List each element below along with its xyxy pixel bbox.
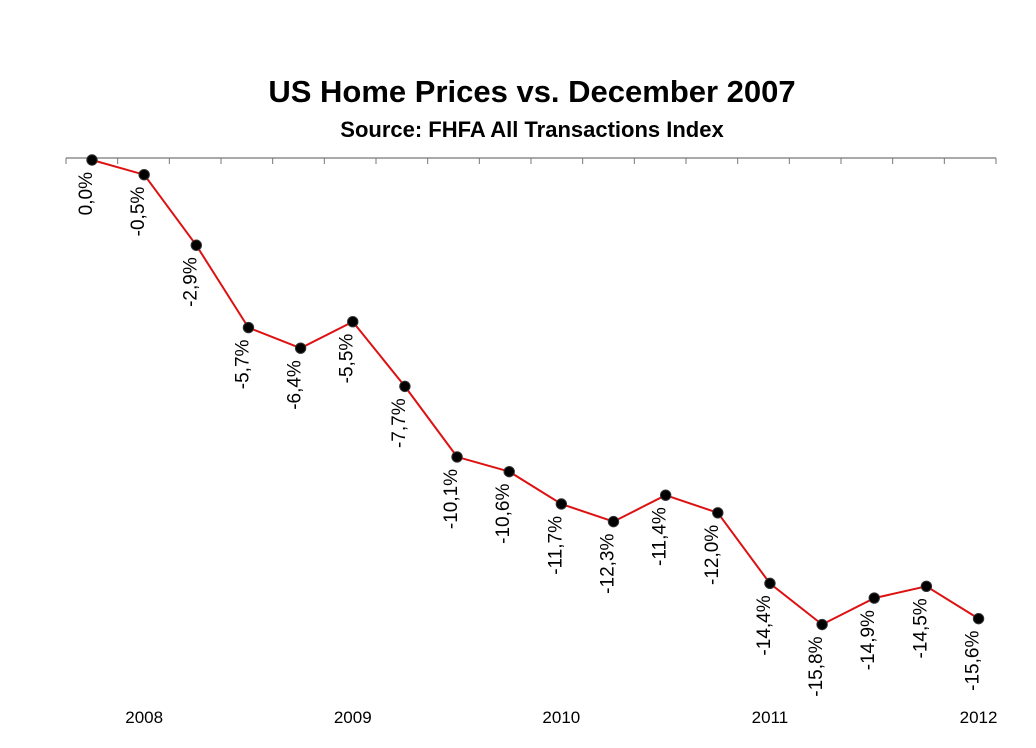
data-label: -5,7% (232, 339, 253, 389)
data-label: -14,5% (910, 598, 931, 658)
data-label: -12,0% (702, 525, 723, 585)
x-tick-label: 2010 (542, 708, 580, 727)
data-point (972, 612, 985, 625)
data-point (712, 507, 724, 519)
data-point (868, 592, 880, 604)
data-point (294, 342, 307, 354)
data-point (138, 169, 150, 181)
data-label: -7,7% (389, 398, 410, 448)
data-label: -14,9% (858, 610, 879, 670)
data-point (920, 580, 933, 592)
data-point (242, 321, 255, 334)
data-point (503, 465, 515, 478)
data-point (451, 451, 463, 463)
data-label: -11,7% (545, 516, 566, 575)
x-tick-label: 2009 (334, 708, 372, 727)
data-label: -15,8% (806, 636, 827, 696)
data-point (555, 498, 568, 510)
x-tick-label: 2011 (752, 708, 789, 727)
data-label: -11,4% (650, 507, 671, 566)
x-axis (65, 157, 997, 164)
series-polyline (91, 159, 980, 626)
data-label: -0,5% (128, 187, 149, 237)
data-point (659, 489, 672, 501)
data-label: -12,3% (598, 534, 619, 594)
data-label: -5,5% (337, 334, 358, 384)
data-point (816, 618, 828, 631)
data-label: -14,4% (754, 595, 775, 655)
year-labels: 2008 2009 2010 2011 2012 (125, 708, 997, 727)
series-line (91, 159, 980, 626)
chart-title: US Home Prices vs. December 2007 (268, 74, 795, 109)
data-point (607, 515, 620, 528)
data-label: -6,4% (285, 360, 306, 410)
chart-subtitle: Source: FHFA All Transactions Index (340, 117, 724, 142)
markers (86, 154, 985, 631)
data-label: -15,6% (963, 631, 984, 691)
data-point (86, 154, 98, 166)
data-point (764, 577, 776, 590)
data-label: 0,0% (76, 172, 97, 215)
data-point (190, 239, 203, 251)
x-tick-label: 2012 (960, 708, 998, 727)
data-point (399, 380, 411, 393)
data-point (347, 316, 359, 328)
data-label: -2,9% (180, 257, 201, 307)
data-labels: 0,0% -0,5% -2,9% -5,7% -6,4% -5,5% -7,7% -10,1%… (76, 172, 984, 697)
x-tick-label: 2008 (125, 708, 163, 727)
data-label: -10,1% (441, 469, 462, 529)
data-label: -10,6% (493, 484, 514, 544)
